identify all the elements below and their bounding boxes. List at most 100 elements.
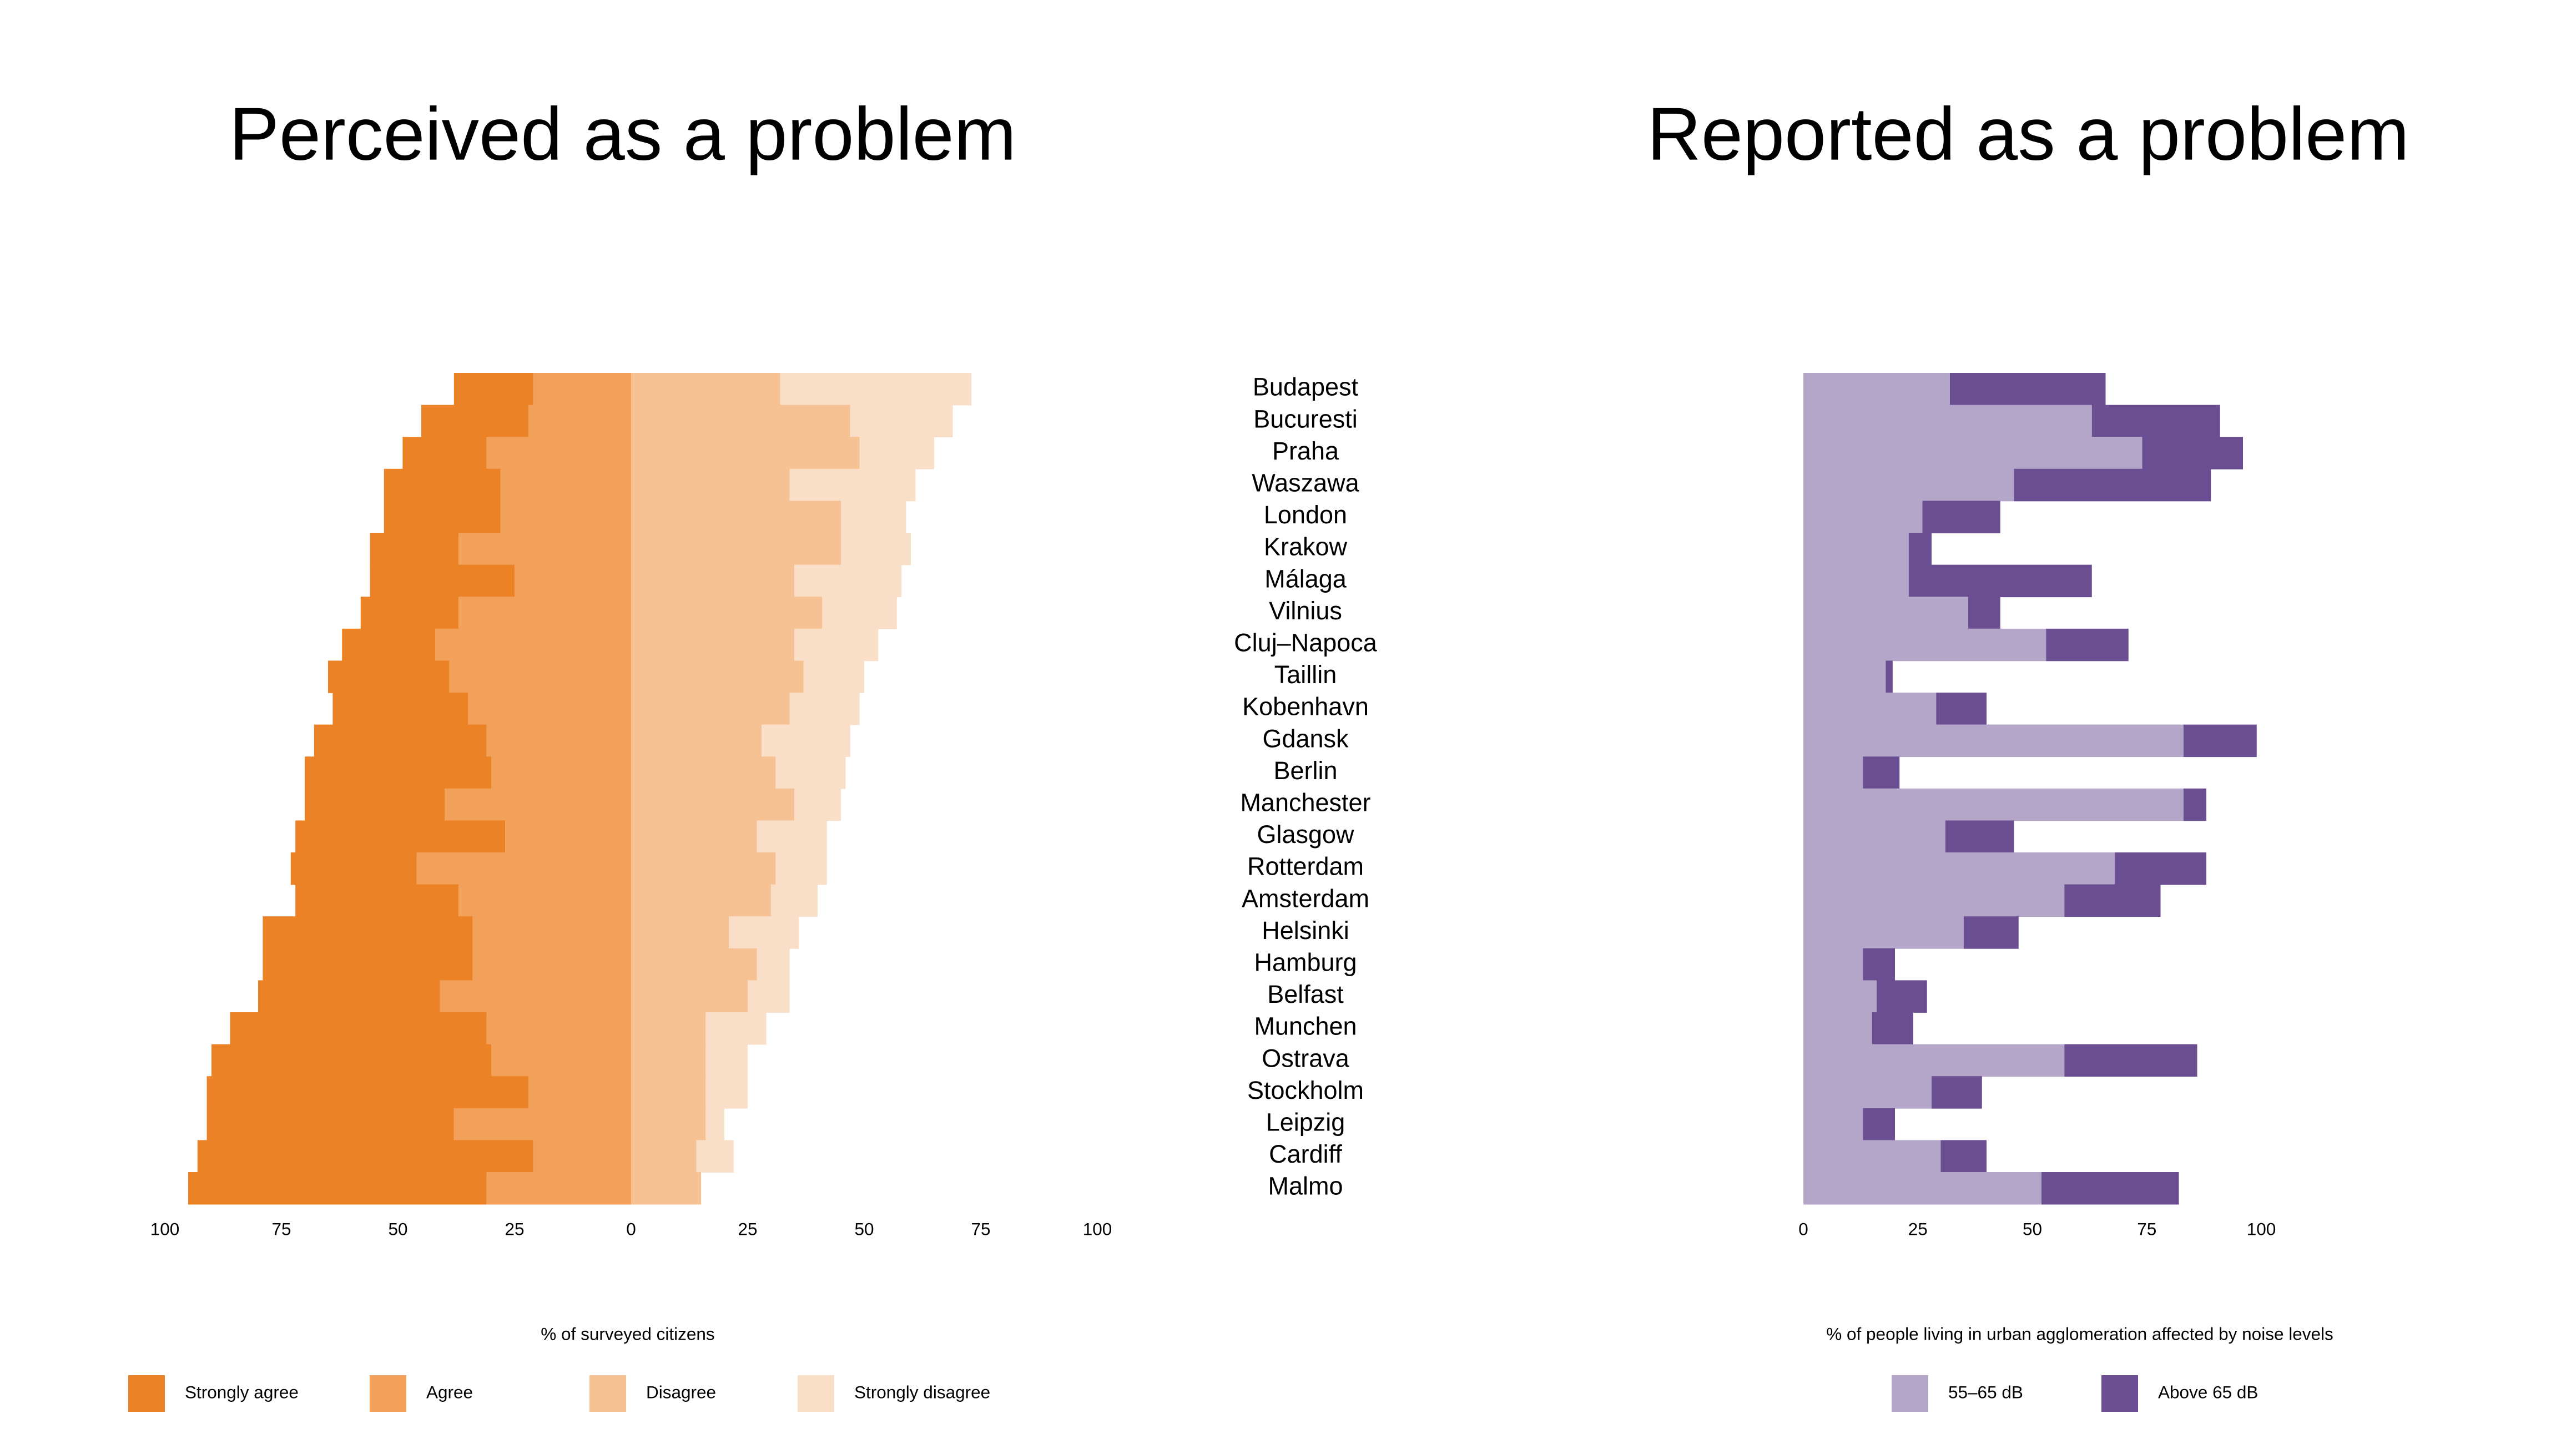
- bar: [1950, 373, 2106, 406]
- x-tick-label: 50: [2023, 1219, 2042, 1239]
- bar: [631, 373, 780, 406]
- category-label: Krakow: [1264, 533, 1348, 561]
- bar: [1803, 437, 2143, 469]
- chart-title: Perceived as a problem: [229, 92, 1016, 176]
- bar: [1803, 1108, 1863, 1141]
- bar: [314, 724, 487, 758]
- x-tick-label: 50: [854, 1219, 874, 1239]
- bar: [263, 916, 473, 949]
- bar: [1803, 1012, 1872, 1045]
- bar: [775, 756, 846, 789]
- bar: [1908, 533, 1932, 566]
- bar: [453, 1108, 631, 1141]
- bar: [1803, 724, 2184, 758]
- bar: [290, 852, 417, 885]
- bar: [1803, 884, 2065, 917]
- category-label: Rotterdam: [1247, 852, 1364, 881]
- bar: [2142, 437, 2243, 469]
- category-label: Vilnius: [1269, 597, 1342, 625]
- category-label: Malmo: [1268, 1172, 1343, 1200]
- legend-swatch: [128, 1375, 165, 1412]
- bar: [1932, 1076, 1982, 1109]
- bar: [533, 373, 631, 406]
- bar: [631, 1076, 706, 1109]
- bar: [1803, 564, 1909, 598]
- bar: [631, 564, 794, 598]
- bar: [1803, 980, 1877, 1013]
- bar: [370, 533, 459, 566]
- bar: [486, 437, 631, 469]
- category-label: Málaga: [1264, 564, 1347, 593]
- bar: [631, 405, 850, 438]
- bar: [631, 1140, 697, 1173]
- x-tick-label: 75: [2137, 1219, 2156, 1239]
- bar: [295, 820, 506, 853]
- bar: [841, 533, 911, 566]
- x-tick-label: 100: [150, 1219, 180, 1239]
- bar: [631, 916, 729, 949]
- bar: [1803, 405, 2092, 438]
- bar: [197, 1140, 533, 1173]
- x-axis-label: % of surveyed citizens: [541, 1324, 714, 1344]
- bar: [1872, 1012, 1913, 1045]
- bar: [445, 788, 631, 821]
- bar: [206, 1108, 454, 1141]
- bar: [631, 756, 776, 789]
- category-label: Glasgow: [1257, 820, 1354, 849]
- bar: [1803, 1044, 2065, 1077]
- bar: [794, 628, 879, 662]
- bar: [780, 373, 972, 406]
- legend-label: Above 65 dB: [2158, 1382, 2258, 1402]
- category-label: Helsinki: [1262, 916, 1349, 945]
- bar: [631, 980, 748, 1013]
- bar: [631, 597, 823, 629]
- bar: [1803, 1172, 2041, 1205]
- bar: [342, 628, 436, 662]
- bar: [1922, 501, 2000, 533]
- bar: [528, 1076, 631, 1109]
- bar: [757, 948, 790, 981]
- bar: [2064, 884, 2161, 917]
- bar: [305, 756, 491, 789]
- bar: [533, 1140, 631, 1173]
- bar: [1963, 916, 2019, 949]
- bar: [631, 788, 794, 821]
- bar: [1945, 820, 2014, 853]
- category-label: Ostrava: [1262, 1044, 1350, 1072]
- bar: [705, 1012, 767, 1045]
- bar: [1803, 948, 1863, 981]
- bar: [1803, 820, 1945, 853]
- x-tick-label: 25: [1908, 1219, 1928, 1239]
- category-label: Berlin: [1273, 756, 1337, 785]
- bar: [230, 1012, 487, 1045]
- bar: [188, 1172, 487, 1205]
- legend-swatch: [370, 1375, 406, 1412]
- bar: [631, 884, 771, 917]
- category-label: Gdansk: [1262, 724, 1349, 753]
- x-tick-label: 25: [738, 1219, 757, 1239]
- bar: [771, 884, 818, 917]
- bar: [2064, 1044, 2197, 1077]
- chart-title: Reported as a problem: [1647, 92, 2409, 176]
- bar: [263, 948, 473, 981]
- bar: [631, 852, 776, 885]
- x-tick-label: 100: [2247, 1219, 2276, 1239]
- bar: [328, 660, 450, 693]
- bar: [1908, 564, 2092, 598]
- bar: [206, 1076, 529, 1109]
- bar: [631, 693, 790, 725]
- bar: [384, 468, 501, 502]
- bar: [1803, 1076, 1932, 1109]
- bar: [822, 597, 897, 629]
- bar: [1803, 533, 1909, 566]
- category-label: Cluj–Napoca: [1234, 628, 1378, 657]
- bar: [631, 1108, 706, 1141]
- bar: [1803, 660, 1886, 693]
- category-label: Leipzig: [1266, 1108, 1345, 1136]
- bar: [211, 1044, 491, 1077]
- bar: [440, 980, 631, 1013]
- bar: [1936, 693, 1987, 725]
- category-label: Manchester: [1240, 788, 1370, 816]
- category-label: Hamburg: [1254, 948, 1357, 976]
- category-label: Stockholm: [1247, 1076, 1364, 1104]
